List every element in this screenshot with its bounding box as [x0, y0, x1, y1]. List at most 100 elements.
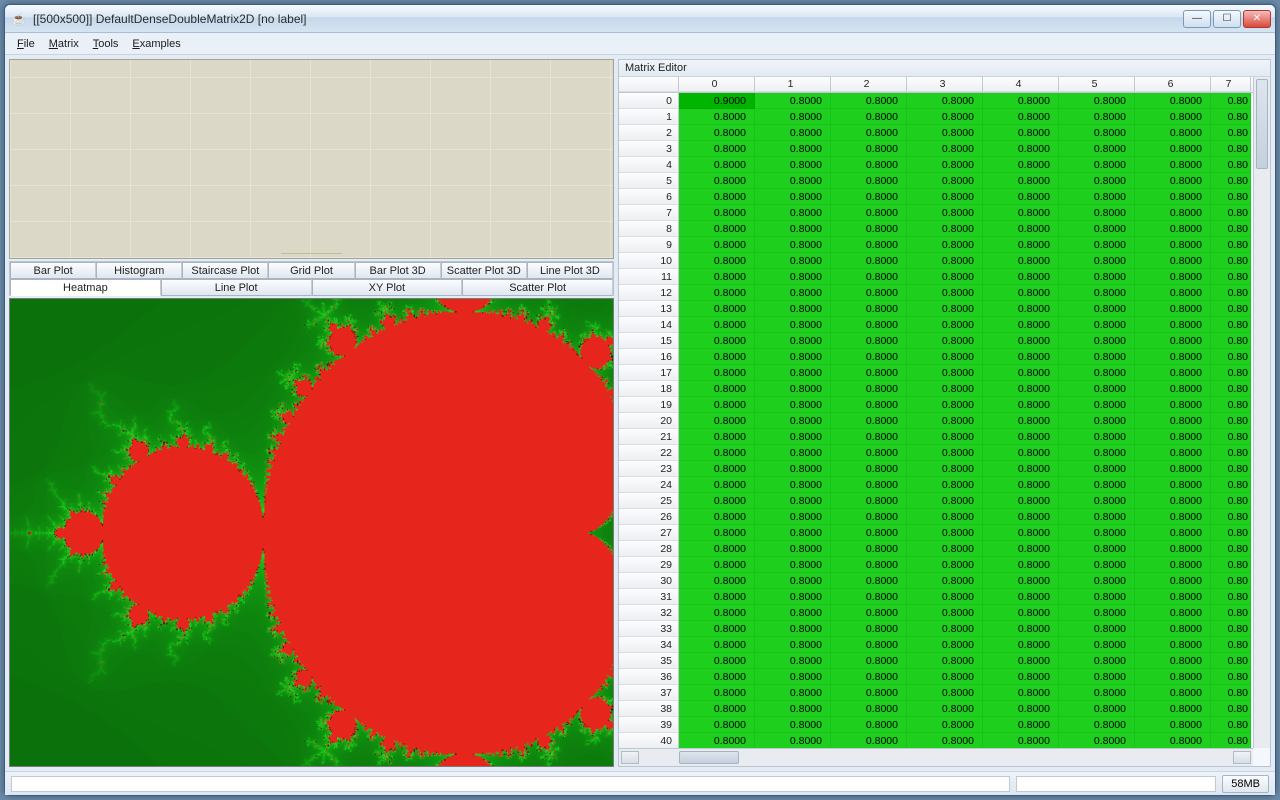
col-header[interactable]: 1	[755, 77, 831, 92]
table-cell[interactable]: 0.80	[1211, 669, 1251, 685]
table-cell[interactable]: 0.8000	[907, 157, 983, 173]
table-cell[interactable]: 0.8000	[1135, 509, 1211, 525]
table-cell[interactable]: 0.8000	[983, 509, 1059, 525]
table-cell[interactable]: 0.8000	[1059, 381, 1135, 397]
row-header[interactable]: 9	[619, 237, 679, 253]
table-cell[interactable]: 0.8000	[679, 413, 755, 429]
table-cell[interactable]: 0.8000	[1135, 365, 1211, 381]
table-cell[interactable]: 0.8000	[983, 477, 1059, 493]
row-header[interactable]: 14	[619, 317, 679, 333]
table-cell[interactable]: 0.8000	[1059, 653, 1135, 669]
table-cell[interactable]: 0.8000	[983, 429, 1059, 445]
table-cell[interactable]: 0.8000	[907, 221, 983, 237]
table-cell[interactable]: 0.8000	[1059, 189, 1135, 205]
table-cell[interactable]: 0.8000	[1059, 173, 1135, 189]
table-cell[interactable]: 0.8000	[983, 189, 1059, 205]
table-cell[interactable]: 0.8000	[1059, 429, 1135, 445]
table-cell[interactable]: 0.80	[1211, 589, 1251, 605]
table-cell[interactable]: 0.8000	[983, 637, 1059, 653]
row-header[interactable]: 5	[619, 173, 679, 189]
table-cell[interactable]: 0.8000	[1135, 573, 1211, 589]
menu-tools[interactable]: Tools	[87, 36, 125, 52]
table-cell[interactable]: 0.8000	[679, 125, 755, 141]
table-cell[interactable]: 0.8000	[755, 461, 831, 477]
table-cell[interactable]: 0.8000	[1059, 445, 1135, 461]
table-cell[interactable]: 0.8000	[755, 301, 831, 317]
table-cell[interactable]: 0.8000	[907, 333, 983, 349]
table-cell[interactable]: 0.80	[1211, 253, 1251, 269]
table-cell[interactable]: 0.8000	[907, 381, 983, 397]
table-cell[interactable]: 0.8000	[1135, 621, 1211, 637]
table-cell[interactable]: 0.8000	[1059, 413, 1135, 429]
table-cell[interactable]: 0.8000	[755, 125, 831, 141]
table-cell[interactable]: 0.8000	[755, 653, 831, 669]
table-cell[interactable]: 0.8000	[983, 461, 1059, 477]
table-cell[interactable]: 0.8000	[983, 349, 1059, 365]
table-cell[interactable]: 0.8000	[1135, 269, 1211, 285]
table-cell[interactable]: 0.8000	[831, 621, 907, 637]
table-cell[interactable]: 0.8000	[831, 125, 907, 141]
row-header[interactable]: 6	[619, 189, 679, 205]
table-cell[interactable]: 0.80	[1211, 653, 1251, 669]
table-cell[interactable]: 0.8000	[1059, 125, 1135, 141]
table-cell[interactable]: 0.8000	[907, 301, 983, 317]
table-cell[interactable]: 0.8000	[755, 493, 831, 509]
table-cell[interactable]: 0.8000	[755, 237, 831, 253]
table-cell[interactable]: 0.8000	[907, 701, 983, 717]
table-cell[interactable]: 0.80	[1211, 173, 1251, 189]
menu-matrix[interactable]: Matrix	[43, 36, 85, 52]
table-cell[interactable]: 0.8000	[831, 349, 907, 365]
col-header[interactable]: 2	[831, 77, 907, 92]
table-cell[interactable]: 0.8000	[1059, 285, 1135, 301]
table-cell[interactable]: 0.8000	[907, 669, 983, 685]
row-header[interactable]: 1	[619, 109, 679, 125]
table-cell[interactable]: 0.8000	[1135, 317, 1211, 333]
table-cell[interactable]: 0.8000	[679, 589, 755, 605]
table-cell[interactable]: 0.80	[1211, 237, 1251, 253]
table-cell[interactable]: 0.80	[1211, 461, 1251, 477]
table-cell[interactable]: 0.8000	[755, 733, 831, 749]
table-cell[interactable]: 0.8000	[907, 253, 983, 269]
table-cell[interactable]: 0.8000	[755, 701, 831, 717]
col-header[interactable]: 7	[1211, 77, 1251, 92]
table-cell[interactable]: 0.8000	[831, 365, 907, 381]
table-cell[interactable]: 0.8000	[831, 189, 907, 205]
table-cell[interactable]: 0.8000	[755, 541, 831, 557]
table-cell[interactable]: 0.8000	[907, 173, 983, 189]
table-cell[interactable]: 0.8000	[755, 109, 831, 125]
row-header[interactable]: 35	[619, 653, 679, 669]
table-cell[interactable]: 0.80	[1211, 221, 1251, 237]
table-cell[interactable]: 0.8000	[983, 157, 1059, 173]
tab-line-plot-3d[interactable]: Line Plot 3D	[527, 262, 613, 279]
table-cell[interactable]: 0.8000	[1059, 621, 1135, 637]
table-cell[interactable]: 0.8000	[907, 205, 983, 221]
table-cell[interactable]: 0.8000	[1059, 685, 1135, 701]
table-cell[interactable]: 0.8000	[679, 109, 755, 125]
table-cell[interactable]: 0.8000	[983, 109, 1059, 125]
table-cell[interactable]: 0.8000	[679, 253, 755, 269]
table-cell[interactable]: 0.8000	[679, 381, 755, 397]
row-header[interactable]: 10	[619, 253, 679, 269]
table-cell[interactable]: 0.80	[1211, 685, 1251, 701]
row-header[interactable]: 2	[619, 125, 679, 141]
row-header[interactable]: 39	[619, 717, 679, 733]
table-cell[interactable]: 0.8000	[1059, 141, 1135, 157]
table-cell[interactable]: 0.8000	[831, 669, 907, 685]
table-cell[interactable]: 0.8000	[831, 477, 907, 493]
table-cell[interactable]: 0.8000	[831, 541, 907, 557]
row-header[interactable]: 30	[619, 573, 679, 589]
table-cell[interactable]: 0.8000	[679, 173, 755, 189]
table-cell[interactable]: 0.80	[1211, 621, 1251, 637]
row-header[interactable]: 29	[619, 557, 679, 573]
table-cell[interactable]: 0.8000	[983, 685, 1059, 701]
table-cell[interactable]: 0.8000	[907, 269, 983, 285]
table-cell[interactable]: 0.8000	[983, 365, 1059, 381]
tab-scatter-plot-3d[interactable]: Scatter Plot 3D	[441, 262, 527, 279]
table-cell[interactable]: 0.8000	[755, 285, 831, 301]
table-cell[interactable]: 0.8000	[679, 637, 755, 653]
table-cell[interactable]: 0.8000	[679, 397, 755, 413]
table-cell[interactable]: 0.8000	[679, 525, 755, 541]
table-cell[interactable]: 0.8000	[1135, 685, 1211, 701]
table-cell[interactable]: 0.80	[1211, 269, 1251, 285]
table-cell[interactable]: 0.8000	[679, 605, 755, 621]
